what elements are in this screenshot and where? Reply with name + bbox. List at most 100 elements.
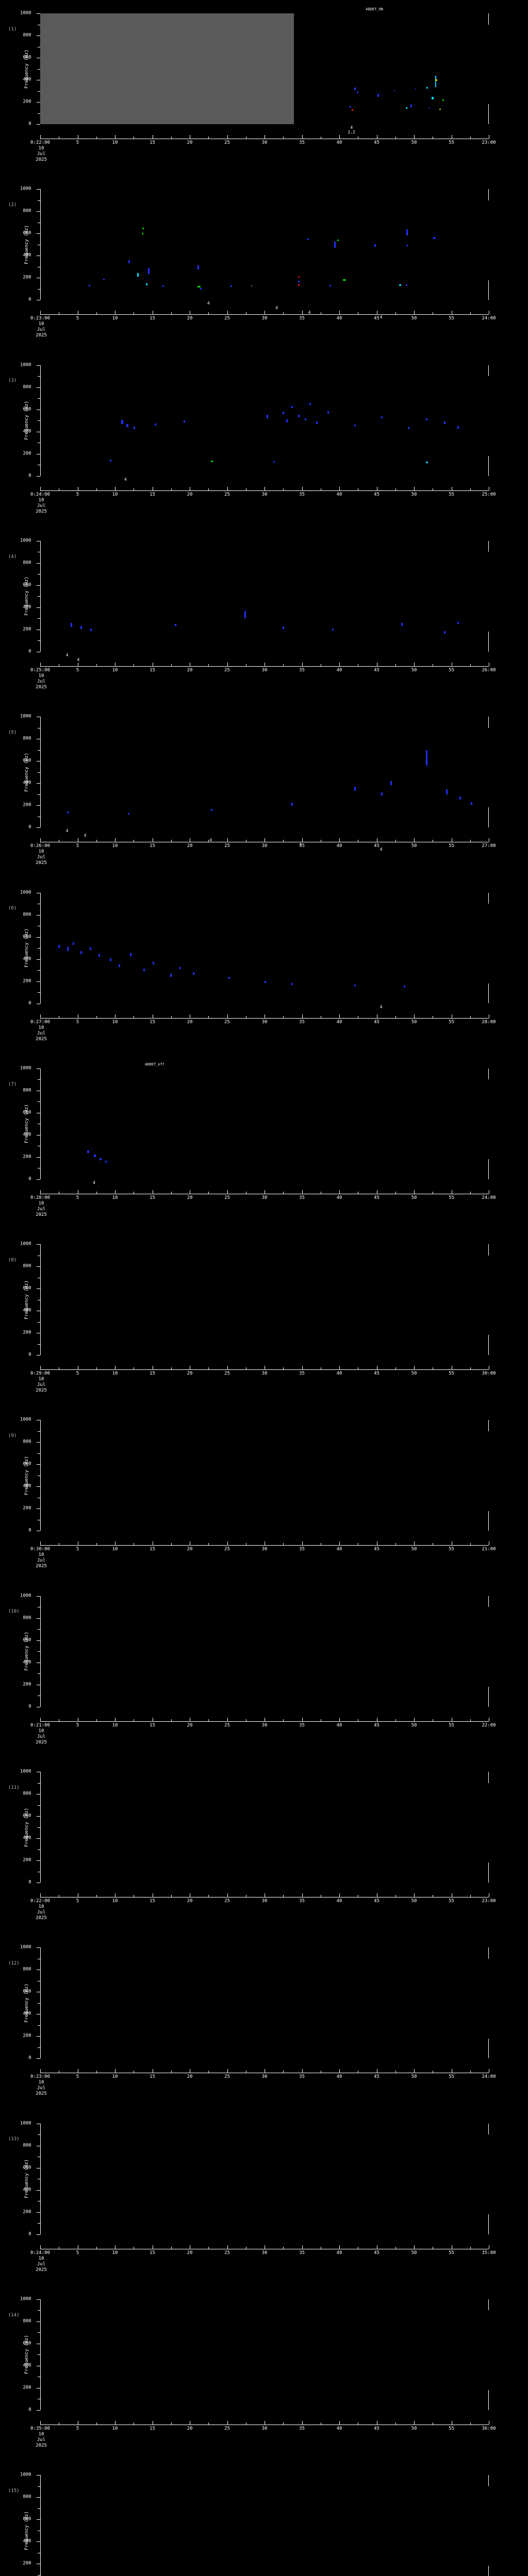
date-stack-label: 10 Jul 2025 xyxy=(36,849,47,866)
date-line: 2025 xyxy=(36,684,47,690)
panel-index-label: (9) xyxy=(8,1433,17,1439)
x-tick-label: 40 xyxy=(336,2250,342,2256)
x-tick xyxy=(395,1895,396,1897)
y-tick xyxy=(37,914,40,916)
x-tick-label: 55 xyxy=(449,1371,454,1377)
x-tick-label: 10 xyxy=(112,2426,118,2431)
right-axis-top xyxy=(488,2123,489,2135)
x-tick-label: 10 xyxy=(112,1899,118,1904)
x-tick-label: 35 xyxy=(299,316,305,321)
detection-count-mark: 4 xyxy=(308,310,311,315)
x-tick xyxy=(283,137,284,139)
y-tick-label: 600 xyxy=(23,406,31,412)
x-tick xyxy=(470,664,471,666)
y-axis-title: Frequency (Hz) xyxy=(24,1983,29,2023)
x-tick xyxy=(395,137,396,139)
date-stack-label: 10 Jul 2025 xyxy=(36,498,47,515)
x-tick xyxy=(115,1893,116,1897)
x-tick-label: 45 xyxy=(374,1722,380,1728)
x-tick xyxy=(171,840,172,842)
detection-mark xyxy=(298,280,300,282)
x-tick-label: 45 xyxy=(374,667,380,673)
x-tick xyxy=(96,2246,97,2249)
date-stack-label: 10 Jul 2025 xyxy=(36,1552,47,1569)
y-tick-label: 800 xyxy=(23,1439,31,1445)
date-line: 10 xyxy=(38,1904,44,1909)
x-tick xyxy=(40,838,41,842)
x-tick xyxy=(208,312,209,315)
date-line: Jul xyxy=(37,1030,46,1036)
date-line: 10 xyxy=(38,146,44,151)
x-tick xyxy=(171,2246,172,2249)
x-tick xyxy=(227,1541,228,1546)
detection-mark xyxy=(265,980,266,983)
x-tick-label: 5 xyxy=(76,492,79,497)
x-tick-label: 25 xyxy=(224,140,230,145)
y-tick-label: 800 xyxy=(23,560,31,566)
plot-area: 0 200 400 600 800 1000 xyxy=(20,538,489,654)
y-tick xyxy=(37,805,40,806)
x-tick-label: 20 xyxy=(187,2074,193,2080)
detection-mark xyxy=(329,285,332,287)
detection-mark xyxy=(184,420,186,423)
x-tick xyxy=(395,2422,396,2425)
x-tick xyxy=(414,486,415,490)
x-tick xyxy=(40,311,41,315)
x-tick-label: 50 xyxy=(411,1019,417,1025)
y-tick-label: 200 xyxy=(23,626,31,632)
x-tick xyxy=(115,1717,116,1721)
x-tick xyxy=(171,1367,172,1370)
plot-area: 0 200 400 600 800 1000 xyxy=(20,1594,489,1709)
detection-mark xyxy=(105,1160,107,1163)
x-tick-label: 15 xyxy=(150,1371,155,1377)
right-axis-bottom xyxy=(488,104,489,124)
detection-mark xyxy=(354,88,356,91)
spectrogram-panel: ADDET_ON 0 200 400 600 800 1000 (1) Frequency (H… xyxy=(0,4,528,180)
x-tick xyxy=(302,2069,303,2073)
x-tick xyxy=(395,1719,396,1721)
y-tick xyxy=(37,1244,40,1245)
plot-area: 0 200 400 600 800 1000 xyxy=(20,1242,489,1357)
y-tick-label: 800 xyxy=(23,1088,31,1093)
x-tick-label: 25 xyxy=(224,316,230,321)
x-tick-label: 0:23:00 xyxy=(30,316,50,321)
x-tick-label: 5 xyxy=(76,667,79,673)
detection-count-mark: 2.2 xyxy=(348,130,355,134)
date-line: Jul xyxy=(37,1910,46,1915)
detection-mark xyxy=(282,412,284,415)
detection-mark xyxy=(444,631,446,634)
date-line: 10 xyxy=(38,1552,44,1558)
detection-mark xyxy=(192,972,194,975)
x-tick xyxy=(40,1366,41,1370)
y-tick xyxy=(37,365,40,366)
y-tick-label: 0 xyxy=(28,297,31,302)
detection-count-mark: 4 xyxy=(65,652,69,657)
y-tick-label: 600 xyxy=(23,1637,31,1643)
x-tick-label: 15 xyxy=(150,1195,155,1200)
detection-mark xyxy=(327,411,329,414)
x-tick-label: 55 xyxy=(449,2426,454,2431)
detection-mark xyxy=(228,977,230,979)
x-tick xyxy=(96,312,97,315)
y-tick-label: 0 xyxy=(28,1176,31,1182)
right-axis-bottom xyxy=(488,807,489,828)
y-tick xyxy=(38,1673,40,1674)
x-tick-label: 35 xyxy=(299,1547,305,1552)
x-tick xyxy=(302,662,303,666)
y-tick-label: 200 xyxy=(23,2033,31,2039)
detection-mark xyxy=(457,622,459,624)
x-tick xyxy=(395,1367,396,1370)
x-tick xyxy=(96,2422,97,2425)
spectrogram-panel: 0 200 400 600 800 1000 (6) Frequency (Hz) 4 0:27:… xyxy=(0,884,528,1059)
x-tick-label: 5 xyxy=(76,1899,79,1904)
x-tick xyxy=(171,488,172,490)
date-line: 2025 xyxy=(36,2091,47,2097)
right-axis-bottom xyxy=(488,455,489,476)
y-tick-label: 800 xyxy=(23,32,31,38)
y-tick xyxy=(38,596,40,597)
x-tick-label: 55 xyxy=(449,1195,454,1200)
x-tick xyxy=(96,137,97,139)
x-tick xyxy=(414,2420,415,2425)
x-tick-label: 45 xyxy=(374,1195,380,1200)
y-tick-label: 400 xyxy=(23,77,31,82)
